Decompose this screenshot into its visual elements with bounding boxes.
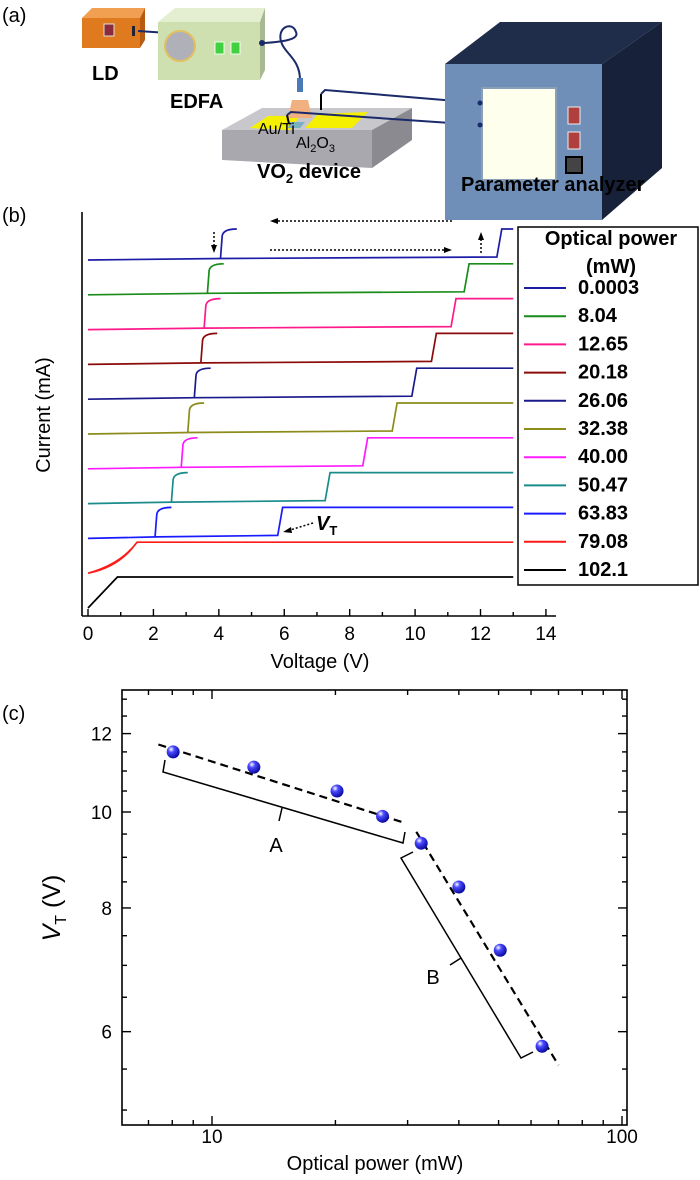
data-point xyxy=(376,809,390,823)
vt-annotation: VT xyxy=(316,513,337,538)
legend-entry: 63.83 xyxy=(578,503,628,525)
x-tick-label: 10 xyxy=(201,1127,222,1148)
setup-diagram: LD EDFA Au/Ti Al2O3 VO2 device Parameter… xyxy=(82,8,662,220)
probe-wire xyxy=(286,110,481,126)
panel-label-b: (b) xyxy=(2,205,26,227)
legend: Optical power (mW) 0.0003 8.04 12.65 20.18 2… xyxy=(517,226,699,586)
iv-curve-0.0003 xyxy=(87,228,514,261)
x-tick-label: 100 xyxy=(606,1127,638,1148)
iv-curve-102.1 xyxy=(87,576,514,609)
x-tick-label: 12 xyxy=(470,624,491,645)
legend-entry: 40.00 xyxy=(578,446,628,468)
x-tick-label: 2 xyxy=(148,624,159,645)
legend-title: Optical power xyxy=(545,228,677,250)
x-tick-label: 4 xyxy=(214,624,225,645)
label-substrate: Al2O3 xyxy=(296,135,335,155)
iv-curve-12.65 xyxy=(87,297,514,331)
label-ld: LD xyxy=(92,63,119,85)
y-tick-label: 10 xyxy=(91,803,112,824)
legend-entry: 0.0003 xyxy=(578,277,639,299)
y-tick-label: 6 xyxy=(101,1023,112,1044)
legend-entry: 50.47 xyxy=(578,474,628,496)
legend-entry: 32.38 xyxy=(578,418,628,440)
panel-label-a: (a) xyxy=(2,5,26,27)
y-axis-label: Current (mA) xyxy=(33,357,55,473)
bracket-B xyxy=(399,851,534,1059)
y-tick-label: 8 xyxy=(101,899,112,920)
bracket-label-A: A xyxy=(269,835,283,857)
legend-title-unit: (mW) xyxy=(586,256,636,278)
iv-curve-63.83 xyxy=(87,506,514,540)
panel-label-c: (c) xyxy=(2,703,25,725)
label-edfa: EDFA xyxy=(170,91,223,113)
data-point xyxy=(414,836,428,850)
iv-curve-32.38 xyxy=(87,402,514,435)
legend-entry: 26.06 xyxy=(578,390,628,412)
y-axis-label: VT (V) xyxy=(38,875,70,942)
label-electrode: Au/Ti xyxy=(258,121,295,138)
data-point xyxy=(452,880,466,894)
fiber-connector xyxy=(297,78,303,92)
optical-fiber xyxy=(263,25,301,81)
legend-entry: 102.1 xyxy=(578,559,628,581)
sweep-direction-arrows xyxy=(211,218,484,533)
legend-entry: 8.04 xyxy=(578,305,618,327)
plot-frame xyxy=(121,689,628,1126)
data-point xyxy=(166,745,180,759)
x-tick-label: 6 xyxy=(279,624,290,645)
fit-line-A xyxy=(158,743,405,824)
data-point xyxy=(493,943,507,957)
legend-entry: 12.65 xyxy=(578,333,628,355)
x-tick-label: 8 xyxy=(344,624,355,645)
bracket-A xyxy=(162,759,406,844)
threshold-voltage-chart: 10 100 6 8 10 12 A B Optical power (mW) VT (V) xyxy=(38,689,638,1175)
iv-curve-79.08 xyxy=(87,541,514,575)
x-axis-label: Optical power (mW) xyxy=(287,1153,464,1175)
data-point xyxy=(535,1039,549,1053)
probe-wire xyxy=(320,88,481,104)
label-parameter-analyzer: Parameter analyzer xyxy=(461,174,645,196)
x-tick-label: 0 xyxy=(83,624,94,645)
iv-curve-50.47 xyxy=(87,471,514,505)
data-point xyxy=(330,784,344,798)
fit-line-B xyxy=(415,831,560,1066)
iv-curve-26.06 xyxy=(87,367,514,401)
iv-curves-chart: Current (mA) Voltage (V) 0 2 4 6 8 10 12 14 VT … xyxy=(33,212,699,673)
bracket-label-B: B xyxy=(426,967,439,989)
y-tick-label: 12 xyxy=(91,725,112,746)
label-vo2-device: VO2 device xyxy=(257,161,361,186)
x-axis-label: Voltage (V) xyxy=(271,651,370,673)
iv-curve-40.00 xyxy=(87,436,514,470)
legend-entry: 20.18 xyxy=(578,362,628,384)
parameter-analyzer xyxy=(445,22,662,220)
legend-entry: 79.08 xyxy=(578,531,628,553)
edfa-amplifier xyxy=(158,8,265,80)
iv-curve-20.18 xyxy=(87,332,514,366)
x-tick-label: 10 xyxy=(405,624,426,645)
vo2-device xyxy=(222,100,412,168)
iv-curve-8.04 xyxy=(87,262,514,296)
data-point xyxy=(247,760,261,774)
laser-diode xyxy=(82,8,145,48)
x-tick-label: 14 xyxy=(535,624,557,645)
